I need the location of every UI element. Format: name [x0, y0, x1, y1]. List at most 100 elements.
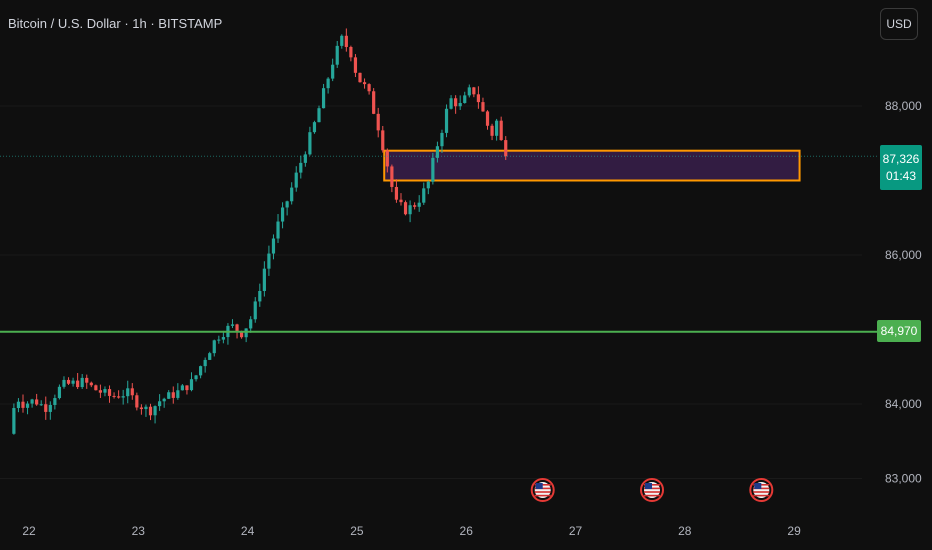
- candle-body: [144, 406, 148, 410]
- us-flag-icon: [749, 478, 774, 502]
- candle-body: [85, 377, 89, 383]
- zone-rectangle: [383, 149, 801, 182]
- x-tick-label: 23: [132, 524, 146, 538]
- x-tick-label: 25: [350, 524, 364, 538]
- candle-body: [189, 379, 194, 391]
- candle-body: [417, 202, 421, 207]
- candle-body: [230, 324, 235, 326]
- candle-body: [239, 331, 244, 338]
- candle-body: [504, 140, 508, 157]
- candle-body: [249, 319, 253, 329]
- candle-body: [372, 91, 376, 114]
- candle-body: [39, 404, 43, 406]
- candle-body: [103, 389, 107, 393]
- candle-body: [76, 380, 80, 388]
- candle-body: [285, 201, 289, 208]
- y-tick-label: 83,000: [885, 472, 922, 486]
- currency-button[interactable]: USD: [880, 8, 918, 40]
- candle-body: [353, 57, 358, 73]
- candle-body: [212, 340, 216, 354]
- candle-body: [44, 404, 48, 412]
- candle-body: [317, 108, 321, 123]
- flag-stripe: [534, 491, 551, 493]
- candle-body: [467, 87, 471, 96]
- candle-countdown: 01:43: [885, 168, 917, 183]
- candle-body: [326, 78, 330, 89]
- candle-body: [89, 382, 93, 386]
- candle-body: [280, 207, 285, 222]
- candle-body: [48, 404, 52, 412]
- candle-body: [495, 120, 499, 136]
- y-tick-label: 86,000: [885, 248, 922, 262]
- x-tick-label: 26: [460, 524, 474, 538]
- candle-body: [463, 95, 467, 103]
- candle-body: [472, 87, 476, 95]
- price-zone-rectangle: [383, 149, 801, 182]
- flag-stripe: [753, 491, 770, 493]
- candle-body: [199, 366, 203, 376]
- candle-body: [413, 205, 417, 207]
- candle-body: [476, 94, 481, 103]
- candle-body: [153, 406, 157, 416]
- candle-body: [117, 396, 121, 398]
- candle-body: [312, 122, 317, 133]
- candle-body: [490, 125, 494, 136]
- candle-body: [399, 199, 403, 203]
- candle-body: [385, 150, 389, 167]
- flag-stripe: [644, 491, 661, 493]
- candle-body: [454, 98, 458, 107]
- flag-stripe: [534, 494, 551, 497]
- candle-body: [194, 375, 198, 380]
- x-tick-label: 29: [787, 524, 801, 538]
- x-tick-label: 24: [241, 524, 255, 538]
- candle-body: [381, 130, 385, 151]
- candle-body: [294, 172, 298, 188]
- candle-body: [158, 401, 162, 407]
- candle-body: [167, 392, 171, 399]
- candle-body: [367, 84, 371, 92]
- candle-body: [499, 120, 503, 141]
- candle-body: [98, 390, 103, 393]
- candle-body: [139, 407, 143, 410]
- candle-body: [449, 98, 453, 109]
- candle-body: [376, 113, 380, 131]
- candle-body: [358, 72, 362, 83]
- candle-body: [80, 377, 84, 388]
- candle-body: [21, 401, 25, 408]
- candle-body: [130, 388, 134, 396]
- candle-body: [481, 102, 485, 112]
- y-tick-label: 88,000: [885, 99, 922, 113]
- chart-gridlines: [0, 105, 862, 479]
- candle-body: [221, 337, 225, 340]
- candle-body: [344, 35, 348, 47]
- candle-body: [290, 187, 294, 202]
- flag-canton: [754, 483, 762, 489]
- candle-body: [107, 389, 112, 396]
- candle-body: [25, 403, 30, 408]
- candle-body: [12, 408, 16, 434]
- candle-body: [126, 388, 130, 397]
- candle-body: [276, 221, 280, 239]
- flag-stripe: [644, 494, 661, 497]
- candle-body: [162, 398, 166, 402]
- x-axis: 22 23 24 25 26 27 28 29: [22, 524, 801, 538]
- candle-body: [458, 102, 462, 107]
- candle-body: [16, 401, 21, 409]
- candle-body: [244, 328, 248, 338]
- candle-body: [112, 395, 116, 397]
- candle-body: [271, 238, 276, 254]
- flag-canton: [645, 483, 653, 489]
- candle-body: [440, 132, 444, 147]
- candle-body: [262, 268, 266, 291]
- x-tick-label: 27: [569, 524, 583, 538]
- y-tick-label: 84,000: [885, 397, 922, 411]
- candle-body: [335, 45, 339, 65]
- candle-body: [394, 186, 399, 200]
- candle-body: [30, 399, 34, 404]
- x-tick-label: 22: [22, 524, 36, 538]
- candle-body: [403, 202, 408, 215]
- candle-body: [148, 406, 153, 416]
- candle-body: [390, 166, 394, 187]
- us-flag-icon: [640, 478, 665, 502]
